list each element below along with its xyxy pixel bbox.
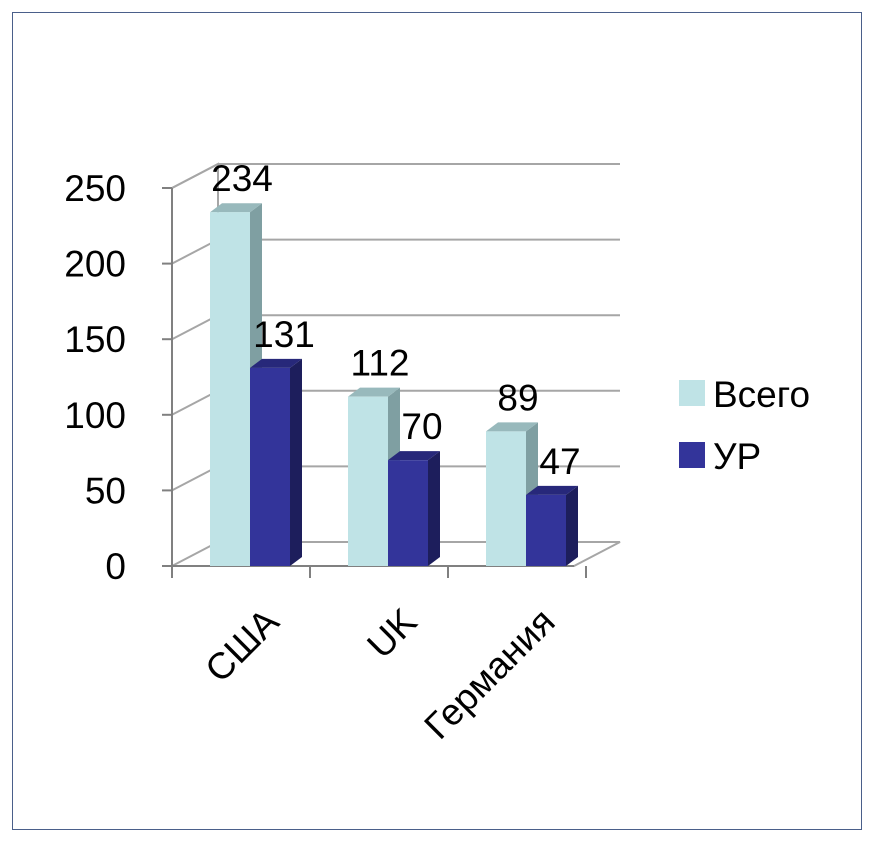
y-tick-label: 200 (64, 244, 126, 285)
bar-0-2 (486, 431, 526, 566)
y-tick-label: 0 (105, 546, 126, 587)
data-label-1-2: 47 (539, 441, 580, 482)
y-tick-label: 250 (64, 168, 126, 209)
bar-1-0 (250, 367, 290, 566)
bar-1-1 (388, 460, 428, 566)
bar-top-0-1 (348, 387, 400, 397)
category-label-1: UK (359, 600, 425, 666)
gridline-side (171, 163, 219, 189)
y-tick-labels: 0 50 100 150 200 250 (64, 168, 126, 587)
bars (210, 203, 578, 566)
bar-0-0 (210, 212, 250, 566)
data-label-1-1: 70 (401, 406, 442, 447)
bar-top-0-0 (210, 203, 262, 213)
data-label-0-2: 89 (497, 377, 538, 418)
data-label-0-0: 234 (211, 158, 273, 199)
bar-side-1-2 (566, 485, 578, 566)
bar-0-1 (348, 396, 388, 566)
category-label-0: США (197, 600, 287, 690)
bar-side-1-1 (428, 451, 440, 566)
data-label-0-1: 112 (351, 343, 410, 384)
y-tick-label: 50 (85, 470, 126, 511)
legend-swatch-0 (679, 380, 705, 406)
chart-frame (12, 12, 862, 830)
legend-swatch-1 (679, 442, 705, 468)
bar-top-1-0 (250, 358, 302, 368)
bar-top-1-2 (526, 485, 578, 495)
bar-1-2 (526, 494, 566, 566)
legend-label-1: УР (713, 436, 761, 477)
bar-side-1-0 (290, 358, 302, 566)
category-label-2: Германия (416, 601, 562, 747)
legend-label-0: Всего (713, 374, 810, 415)
y-tick-label: 100 (64, 395, 126, 436)
bar-top-1-1 (388, 451, 440, 461)
legend[interactable]: Всего УР (679, 374, 810, 477)
data-label-1-0: 131 (253, 314, 315, 355)
bar-top-0-2 (486, 422, 538, 432)
y-tick-label: 150 (64, 319, 126, 360)
